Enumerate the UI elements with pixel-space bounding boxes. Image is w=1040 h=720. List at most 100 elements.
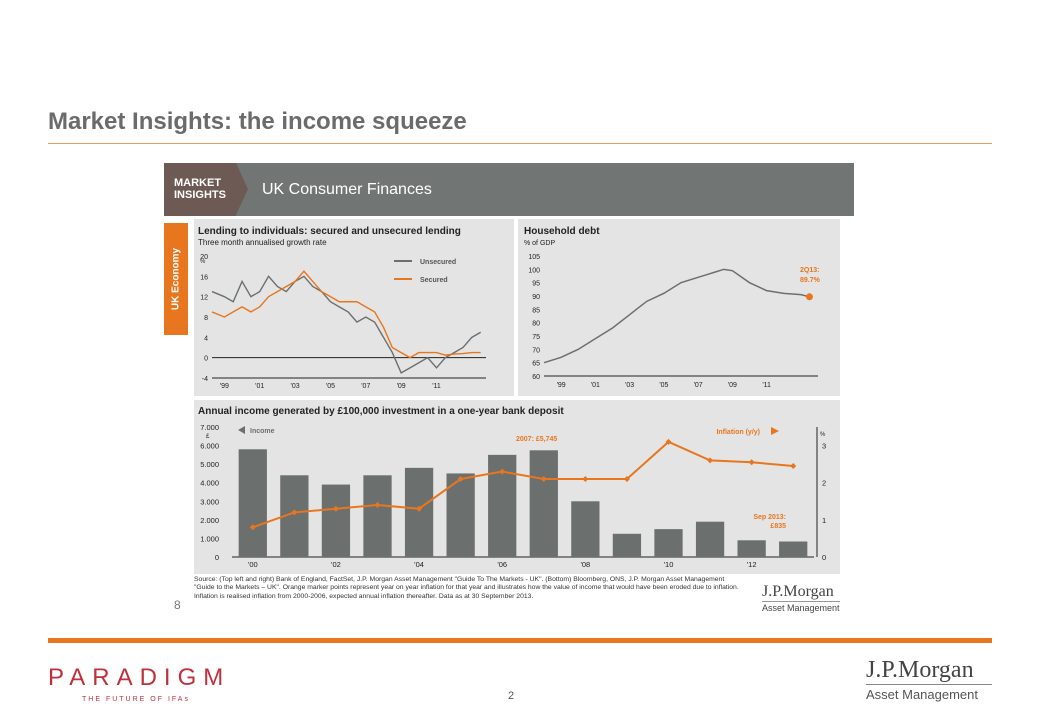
y-right-unit: % — [820, 432, 826, 438]
legend-label-2: Secured — [420, 277, 448, 284]
income-bar — [654, 529, 683, 557]
y-left-unit: £ — [206, 434, 210, 440]
inflation-marker — [540, 476, 547, 482]
y-right-tick-label: 0 — [822, 553, 826, 562]
income-bar — [446, 473, 475, 557]
y-tick-label: 65 — [532, 361, 540, 368]
inflation-marker — [374, 502, 381, 508]
x-tick-label: '01 — [591, 382, 600, 389]
x-tick-label: '05 — [326, 383, 335, 390]
y-tick-label: 105 — [528, 254, 540, 261]
inflation-marker — [457, 476, 464, 482]
series-line-2 — [211, 270, 481, 359]
y-right-tick-label: 1 — [822, 516, 826, 525]
inflation-legend-arrow — [771, 427, 779, 435]
x-tick-label: '09 — [728, 382, 737, 389]
chart-subtitle: % of GDP — [524, 240, 555, 247]
x-tick-label: '07 — [694, 382, 703, 389]
chart-title: Lending to individuals: secured and unse… — [198, 226, 461, 237]
annotation-2007: 2007: £5,745 — [516, 436, 557, 443]
y-tick-label: 90 — [532, 294, 540, 301]
y-tick-label: 75 — [532, 334, 540, 341]
x-tick-label: '07 — [361, 383, 370, 390]
y-axis-unit: % — [200, 259, 206, 265]
source-note: Source: (Top left and right) Bank of Eng… — [194, 576, 739, 600]
section-tab: UK Economy — [164, 223, 188, 335]
y-left-tick-label: 0 — [215, 553, 219, 562]
jpmorgan-logo-small: J.P.Morgan — [762, 583, 834, 600]
income-bar — [321, 484, 351, 557]
inflation-marker — [291, 509, 298, 516]
jpmorgan-logo-small-sub: Asset Management — [762, 601, 840, 613]
x-tick-label: '10 — [664, 560, 674, 569]
inflation-line — [252, 440, 794, 529]
y-tick-label: 20 — [200, 254, 208, 261]
y-left-tick-label: 6.000 — [200, 442, 219, 451]
chart-title: Annual income generated by £100,000 inve… — [198, 406, 564, 417]
y-left-tick-label: 5.000 — [200, 460, 219, 469]
x-tick-label: '12 — [747, 560, 757, 569]
annotation-sep-2013: Sep 2013: — [753, 514, 786, 521]
y-tick-label: 80 — [532, 321, 540, 328]
household-debt-panel: Household debt % of GDP 60 65 70 75 80 85 90 95 10… — [518, 219, 840, 396]
inflation-legend-label: Inflation (y/y) — [716, 429, 760, 436]
inflation-marker — [707, 457, 714, 464]
card-page-number: 8 — [174, 598, 181, 612]
paradigm-logo: PARADIGM — [48, 664, 231, 691]
market-insights-badge: MARKET INSIGHTS — [164, 163, 236, 216]
chart-subtitle: Three month annualised growth rate — [198, 238, 327, 247]
inflation-marker — [748, 459, 755, 466]
x-tick-label: '01 — [255, 383, 264, 390]
income-bar — [695, 521, 725, 557]
y-tick-label: 16 — [200, 274, 208, 281]
y-tick-label: 100 — [528, 267, 540, 274]
annotation-value: 89.7% — [800, 277, 821, 284]
x-tick-label: '99 — [220, 383, 229, 390]
x-tick-label: '05 — [659, 382, 668, 389]
inflation-marker — [499, 468, 506, 475]
y-tick-label: 0 — [204, 356, 208, 363]
lending-panel: Lending to individuals: secured and unse… — [194, 219, 514, 396]
legend-label-1: Unsecured — [420, 259, 456, 266]
chart-title: Household debt — [524, 226, 600, 237]
x-tick-label: '99 — [557, 382, 566, 389]
x-tick-label: '00 — [248, 560, 258, 569]
x-tick-label: '06 — [497, 560, 507, 569]
income-legend-label: Income — [250, 428, 275, 435]
income-legend-arrow — [238, 426, 245, 434]
annotation-sep-2013-value: £835 — [770, 523, 786, 530]
x-tick-label: '03 — [625, 382, 634, 389]
income-bar — [529, 450, 558, 557]
y-tick-label: 95 — [532, 281, 540, 288]
x-tick-label: '09 — [397, 383, 406, 390]
x-tick-label: '11 — [432, 383, 441, 390]
badge-arrow — [236, 163, 248, 215]
inflation-marker — [332, 505, 339, 512]
y-left-tick-label: 1.000 — [200, 534, 219, 543]
latest-point-marker — [805, 293, 813, 301]
card-title: UK Consumer Finances — [262, 181, 432, 198]
jpmorgan-logo-sub: Asset Management — [866, 684, 992, 702]
x-tick-label: '04 — [414, 560, 424, 569]
footer-divider — [48, 638, 992, 643]
y-left-tick-label: 3.000 — [200, 497, 219, 506]
x-tick-label: '11 — [762, 382, 771, 389]
paradigm-tagline: THE FUTURE OF IFAs — [82, 696, 190, 703]
y-left-tick-label: 2.000 — [200, 516, 219, 525]
y-tick-label: 60 — [532, 374, 540, 381]
income-bar — [612, 533, 642, 557]
y-left-tick-label: 7.000 — [200, 423, 219, 432]
inflation-marker — [665, 438, 672, 445]
page-number: 2 — [508, 690, 515, 702]
x-tick-label: '08 — [580, 560, 590, 569]
slide-title: Market Insights: the income squeeze — [48, 108, 467, 135]
jpmorgan-logo: J.P.Morgan — [866, 657, 974, 683]
x-tick-label: '02 — [331, 560, 341, 569]
inflation-marker — [416, 505, 423, 512]
series-line-1 — [211, 275, 482, 374]
annual-income-panel: Annual income generated by £100,000 inve… — [194, 400, 840, 574]
y-tick-label: 12 — [200, 295, 208, 302]
income-bar — [238, 449, 267, 557]
y-right-tick-label: 2 — [822, 479, 826, 488]
income-bar — [571, 501, 600, 557]
